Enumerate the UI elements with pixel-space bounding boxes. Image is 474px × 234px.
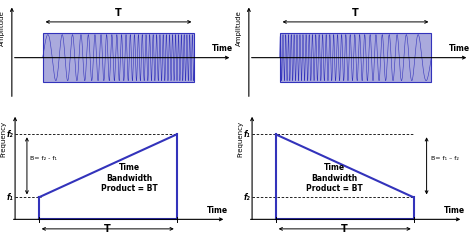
Text: T: T <box>104 224 111 234</box>
Text: Time: Time <box>444 206 465 215</box>
Text: f₁: f₁ <box>243 130 250 139</box>
Text: T: T <box>352 8 359 18</box>
Text: T: T <box>115 8 122 18</box>
Text: f₂: f₂ <box>6 130 13 139</box>
Text: Time: Time <box>207 206 228 215</box>
Text: Time
Bandwidth
Product = BT: Time Bandwidth Product = BT <box>306 163 362 193</box>
Text: B= f₂ - f₁: B= f₂ - f₁ <box>30 156 57 161</box>
Text: B= f₁ – f₂: B= f₁ – f₂ <box>431 156 459 161</box>
Text: Time: Time <box>212 44 233 53</box>
Text: Frequency: Frequency <box>237 121 243 157</box>
Polygon shape <box>43 33 194 82</box>
Text: Time
Bandwidth
Product = BT: Time Bandwidth Product = BT <box>101 163 158 193</box>
Text: f₁: f₁ <box>6 193 13 202</box>
Text: f₂: f₂ <box>243 193 250 202</box>
Text: Time: Time <box>449 44 470 53</box>
Text: Amplitude: Amplitude <box>0 10 5 46</box>
Text: T: T <box>341 224 348 234</box>
Polygon shape <box>280 33 431 82</box>
Text: Frequency: Frequency <box>0 121 6 157</box>
Text: Amplitude: Amplitude <box>237 10 242 46</box>
